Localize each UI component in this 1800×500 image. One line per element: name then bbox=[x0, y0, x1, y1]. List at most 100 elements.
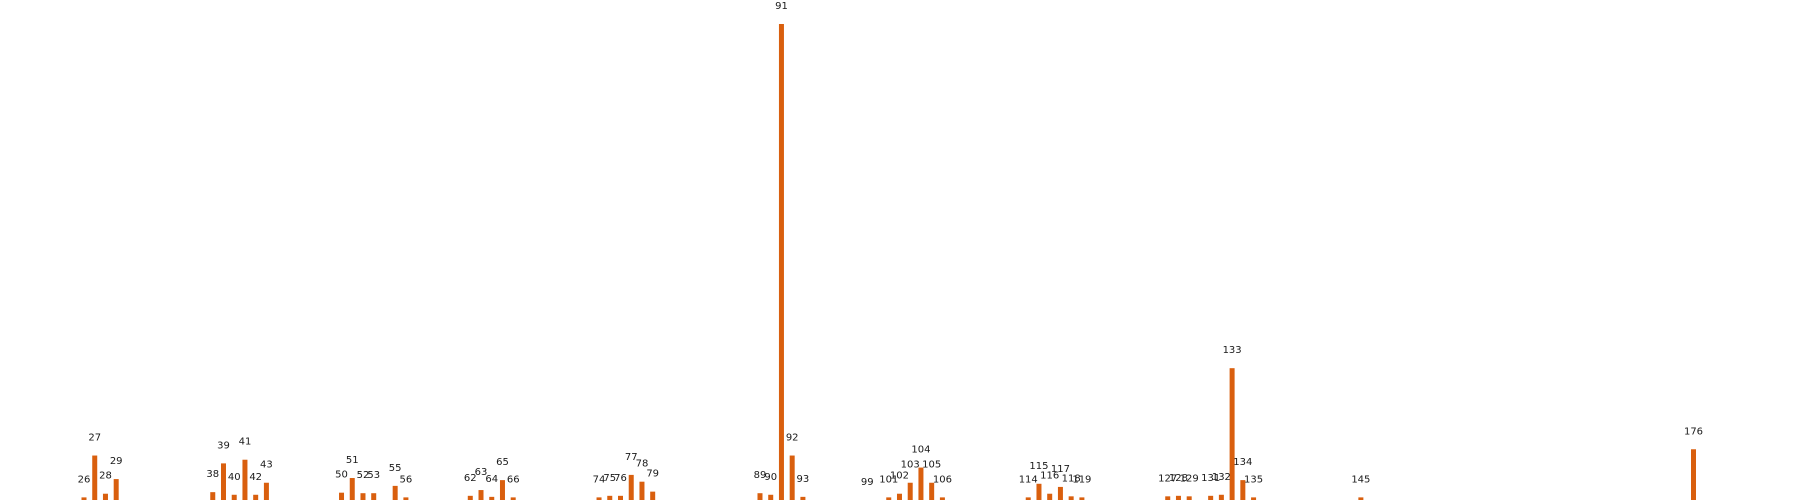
bar-106 bbox=[939, 497, 945, 500]
bar-116 bbox=[1047, 493, 1053, 500]
bar-75 bbox=[607, 495, 613, 500]
bar-label-40: 40 bbox=[228, 472, 241, 483]
bar-41 bbox=[242, 459, 248, 500]
bar-43 bbox=[263, 482, 269, 500]
bar-label-50: 50 bbox=[335, 470, 348, 481]
bar-114 bbox=[1025, 497, 1031, 500]
bar-53 bbox=[371, 493, 377, 500]
bar-56 bbox=[403, 497, 409, 500]
bar-label-114: 114 bbox=[1019, 474, 1038, 485]
bar-78 bbox=[639, 481, 645, 500]
bar-79 bbox=[650, 491, 656, 500]
bar-93 bbox=[800, 496, 806, 500]
bar-label-103: 103 bbox=[901, 460, 920, 471]
bar-label-102: 102 bbox=[890, 471, 909, 482]
bar-label-51: 51 bbox=[346, 455, 359, 466]
bar-label-93: 93 bbox=[797, 474, 810, 485]
bar-label-74: 74 bbox=[593, 474, 606, 485]
bar-135 bbox=[1251, 497, 1257, 500]
bar-label-105: 105 bbox=[922, 460, 941, 471]
bar-129 bbox=[1186, 496, 1192, 500]
bar-label-55: 55 bbox=[389, 463, 402, 474]
bar-89 bbox=[757, 493, 763, 500]
bar-label-119: 119 bbox=[1072, 474, 1091, 485]
bar-28 bbox=[102, 493, 108, 500]
bar-label-26: 26 bbox=[78, 474, 91, 485]
bar-label-99: 99 bbox=[861, 477, 874, 488]
bar-label-56: 56 bbox=[400, 474, 413, 485]
bar-label-42: 42 bbox=[249, 472, 262, 483]
bar-label-41: 41 bbox=[239, 437, 252, 448]
bar-label-77: 77 bbox=[625, 452, 638, 463]
bar-label-53: 53 bbox=[367, 470, 380, 481]
bar-62 bbox=[467, 495, 473, 500]
bar-131 bbox=[1208, 495, 1214, 500]
bar-77 bbox=[628, 474, 634, 500]
bar-label-91: 91 bbox=[775, 1, 788, 12]
bar-119 bbox=[1079, 497, 1085, 500]
bar-label-62: 62 bbox=[464, 473, 477, 484]
bar-102 bbox=[896, 493, 902, 500]
bar-label-145: 145 bbox=[1351, 474, 1370, 485]
bar-label-116: 116 bbox=[1040, 471, 1059, 482]
bar-label-29: 29 bbox=[110, 456, 123, 467]
bar-133 bbox=[1229, 368, 1235, 500]
bar-label-134: 134 bbox=[1233, 457, 1252, 468]
bar-label-43: 43 bbox=[260, 460, 273, 471]
bar-label-104: 104 bbox=[911, 445, 930, 456]
bar-label-27: 27 bbox=[88, 433, 101, 444]
bar-label-132: 132 bbox=[1212, 472, 1231, 483]
bar-63 bbox=[478, 490, 484, 500]
bar-64 bbox=[489, 496, 495, 500]
bar-label-28: 28 bbox=[99, 471, 112, 482]
bar-105 bbox=[929, 482, 935, 500]
bar-label-78: 78 bbox=[636, 459, 649, 470]
bar-134 bbox=[1240, 480, 1246, 500]
bar-label-106: 106 bbox=[933, 474, 952, 485]
bar-label-52: 52 bbox=[357, 470, 370, 481]
bar-74 bbox=[596, 497, 602, 500]
bar-26 bbox=[81, 497, 87, 500]
bars-group bbox=[81, 24, 1696, 500]
bar-117 bbox=[1057, 486, 1063, 500]
bar-50 bbox=[339, 492, 345, 500]
bar-103 bbox=[907, 482, 913, 500]
bar-label-76: 76 bbox=[614, 473, 627, 484]
bar-145 bbox=[1358, 497, 1364, 500]
bar-label-64: 64 bbox=[485, 474, 498, 485]
bar-label-38: 38 bbox=[206, 469, 219, 480]
bar-label-127: 127 bbox=[1158, 473, 1177, 484]
bar-104 bbox=[918, 467, 924, 500]
bar-label-118: 118 bbox=[1062, 473, 1081, 484]
bar-52 bbox=[360, 493, 366, 500]
bar-90 bbox=[768, 494, 774, 500]
bar-label-117: 117 bbox=[1051, 464, 1070, 475]
bar-176 bbox=[1691, 449, 1696, 500]
bar-76 bbox=[618, 495, 623, 500]
bar-label-66: 66 bbox=[507, 474, 520, 485]
bar-label-115: 115 bbox=[1029, 461, 1048, 472]
bar-115 bbox=[1036, 483, 1042, 500]
bar-label-131: 131 bbox=[1201, 473, 1220, 484]
bar-38 bbox=[210, 492, 216, 500]
bar-91 bbox=[778, 24, 784, 500]
bar-92 bbox=[789, 455, 795, 500]
bar-label-135: 135 bbox=[1244, 474, 1263, 485]
bar-127 bbox=[1165, 496, 1171, 500]
bar-label-133: 133 bbox=[1223, 345, 1242, 356]
bar-51 bbox=[349, 478, 355, 500]
bar-label-39: 39 bbox=[217, 440, 230, 451]
bar-55 bbox=[392, 485, 398, 500]
bar-label-89: 89 bbox=[754, 470, 767, 481]
bar-39 bbox=[220, 463, 226, 500]
bar-66 bbox=[510, 497, 516, 500]
bar-label-90: 90 bbox=[764, 472, 777, 483]
bar-132 bbox=[1218, 494, 1224, 500]
bar-29 bbox=[113, 479, 119, 500]
bar-40 bbox=[231, 494, 237, 500]
bar-42 bbox=[253, 494, 259, 500]
bar-label-92: 92 bbox=[786, 433, 799, 444]
bar-label-79: 79 bbox=[646, 469, 659, 480]
